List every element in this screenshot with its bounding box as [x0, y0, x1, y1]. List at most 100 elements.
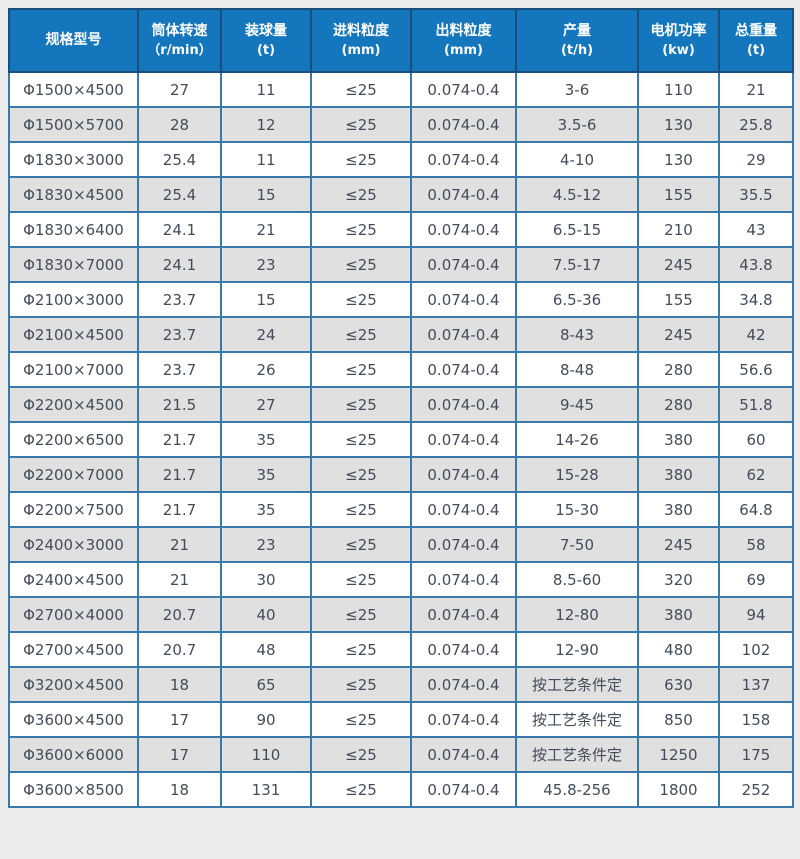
value-cell: 158 [718, 701, 794, 738]
value-cell: 65 [220, 666, 312, 703]
column-header-4: 进料粒度 (mm) [310, 8, 412, 73]
column-unit: （r/min） [147, 42, 212, 58]
value-cell: 56.6 [718, 351, 794, 388]
column-label: 总重量 [735, 22, 777, 39]
value-cell: ≤25 [310, 596, 412, 633]
value-cell: ≤25 [310, 491, 412, 528]
column-label: 产量 [563, 22, 591, 39]
value-cell: 0.074-0.4 [410, 666, 517, 703]
model-cell: Φ2100×3000 [8, 281, 139, 318]
model-cell: Φ1830×3000 [8, 141, 139, 178]
column-header-2: 筒体转速 （r/min） [137, 8, 222, 73]
value-cell: 7.5-17 [515, 246, 639, 283]
value-cell: 24 [220, 316, 312, 353]
value-cell: ≤25 [310, 176, 412, 213]
value-cell: 21 [137, 526, 222, 563]
value-cell: 按工艺条件定 [515, 666, 639, 703]
column-unit: (t) [746, 42, 766, 58]
value-cell: 15-30 [515, 491, 639, 528]
value-cell: 380 [637, 456, 720, 493]
value-cell: 0.074-0.4 [410, 281, 517, 318]
column-header-6: 产量 (t/h) [515, 8, 639, 73]
value-cell: 20.7 [137, 596, 222, 633]
value-cell: 280 [637, 351, 720, 388]
column-label: 电机功率 [650, 22, 707, 39]
table-row: Φ1500×5700 28 12 ≤25 0.074-0.4 3.5-6 130 25.8 [8, 106, 794, 143]
value-cell: 21.7 [137, 491, 222, 528]
table-row: Φ2700×4000 20.7 40 ≤25 0.074-0.4 12-80 380 94 [8, 596, 794, 633]
value-cell: 21.7 [137, 421, 222, 458]
table-row: Φ2100×3000 23.7 15 ≤25 0.074-0.4 6.5-36 155 34.… [8, 281, 794, 318]
model-cell: Φ3600×4500 [8, 701, 139, 738]
value-cell: ≤25 [310, 456, 412, 493]
table-row: Φ2200×6500 21.7 35 ≤25 0.074-0.4 14-26 380 60 [8, 421, 794, 458]
table-row: Φ3200×4500 18 65 ≤25 0.074-0.4 按工艺条件定 630 137 [8, 666, 794, 703]
model-cell: Φ2400×3000 [8, 526, 139, 563]
value-cell: 380 [637, 491, 720, 528]
value-cell: ≤25 [310, 561, 412, 598]
value-cell: 12 [220, 106, 312, 143]
table-row: Φ1830×6400 24.1 21 ≤25 0.074-0.4 6.5-15 210 43 [8, 211, 794, 248]
table-row: Φ1830×3000 25.4 11 ≤25 0.074-0.4 4-10 130 29 [8, 141, 794, 178]
column-label: 筒体转速 [151, 22, 208, 39]
value-cell: 30 [220, 561, 312, 598]
value-cell: ≤25 [310, 351, 412, 388]
value-cell: 94 [718, 596, 794, 633]
model-cell: Φ2200×7500 [8, 491, 139, 528]
table-row: Φ3600×4500 17 90 ≤25 0.074-0.4 按工艺条件定 850 158 [8, 701, 794, 738]
value-cell: ≤25 [310, 701, 412, 738]
value-cell: 175 [718, 736, 794, 773]
value-cell: 23.7 [137, 351, 222, 388]
table-body: Φ1500×4500 27 11 ≤25 0.074-0.4 3-6 110 21 Φ1500×… [8, 71, 794, 808]
value-cell: 12-80 [515, 596, 639, 633]
value-cell: ≤25 [310, 71, 412, 108]
value-cell: 20.7 [137, 631, 222, 668]
table-row: Φ1500×4500 27 11 ≤25 0.074-0.4 3-6 110 21 [8, 71, 794, 108]
value-cell: 0.074-0.4 [410, 106, 517, 143]
table-row: Φ2700×4500 20.7 48 ≤25 0.074-0.4 12-90 480 102 [8, 631, 794, 668]
value-cell: 69 [718, 561, 794, 598]
model-cell: Φ2200×6500 [8, 421, 139, 458]
value-cell: 0.074-0.4 [410, 246, 517, 283]
value-cell: 0.074-0.4 [410, 316, 517, 353]
value-cell: 0.074-0.4 [410, 456, 517, 493]
column-unit: (mm) [341, 42, 381, 58]
value-cell: 6.5-36 [515, 281, 639, 318]
column-header-8: 总重量 (t) [718, 8, 794, 73]
value-cell: 245 [637, 526, 720, 563]
value-cell: 64.8 [718, 491, 794, 528]
value-cell: 8-43 [515, 316, 639, 353]
value-cell: 0.074-0.4 [410, 631, 517, 668]
model-cell: Φ2100×4500 [8, 316, 139, 353]
value-cell: 25.8 [718, 106, 794, 143]
column-unit: (mm) [444, 42, 483, 58]
value-cell: 21.5 [137, 386, 222, 423]
model-cell: Φ2200×4500 [8, 386, 139, 423]
value-cell: 6.5-15 [515, 211, 639, 248]
value-cell: 21 [220, 211, 312, 248]
model-cell: Φ2700×4000 [8, 596, 139, 633]
table-row: Φ2200×4500 21.5 27 ≤25 0.074-0.4 9-45 280 51.8 [8, 386, 794, 423]
value-cell: 245 [637, 246, 720, 283]
value-cell: 21.7 [137, 456, 222, 493]
value-cell: 28 [137, 106, 222, 143]
value-cell: 480 [637, 631, 720, 668]
value-cell: 0.074-0.4 [410, 491, 517, 528]
value-cell: 245 [637, 316, 720, 353]
value-cell: 380 [637, 421, 720, 458]
value-cell: 58 [718, 526, 794, 563]
value-cell: 43 [718, 211, 794, 248]
value-cell: 0.074-0.4 [410, 701, 517, 738]
value-cell: 35 [220, 491, 312, 528]
table-row: Φ3600×6000 17 110 ≤25 0.074-0.4 按工艺条件定 1250 175 [8, 736, 794, 773]
value-cell: 630 [637, 666, 720, 703]
value-cell: ≤25 [310, 421, 412, 458]
value-cell: 17 [137, 701, 222, 738]
value-cell: ≤25 [310, 246, 412, 283]
spec-table: 规格型号 筒体转速 （r/min） 装球量 (t) 进料粒度 (mm) 出料粒度 (mm) 产量 (… [8, 8, 794, 808]
column-header-5: 出料粒度 (mm) [410, 8, 517, 73]
value-cell: 60 [718, 421, 794, 458]
column-label: 进料粒度 [333, 22, 389, 39]
value-cell: 27 [220, 386, 312, 423]
value-cell: 23.7 [137, 316, 222, 353]
